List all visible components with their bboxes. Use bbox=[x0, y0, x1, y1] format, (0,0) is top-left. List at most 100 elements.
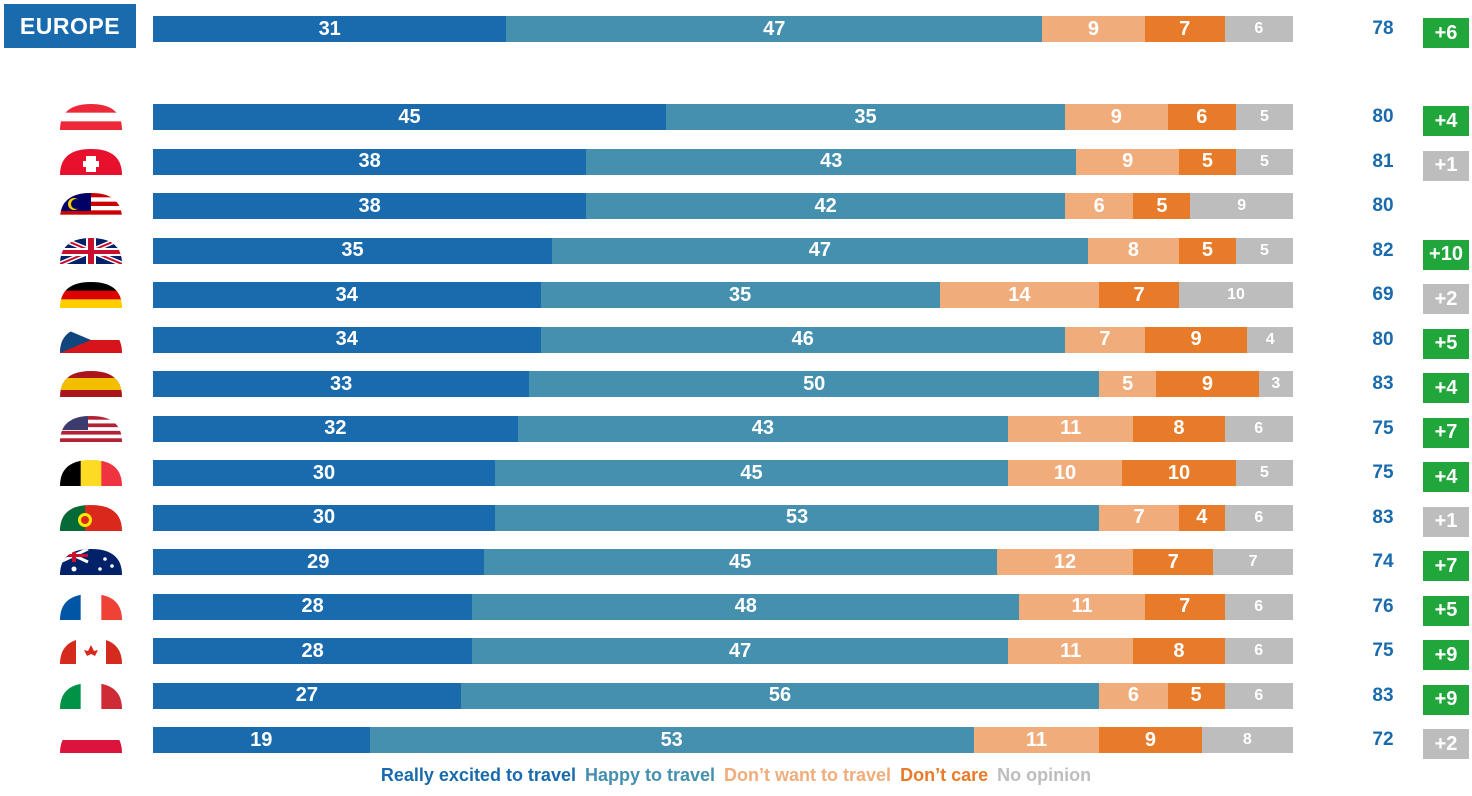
data-label: 6 bbox=[1254, 597, 1264, 615]
data-label: 10 bbox=[1167, 461, 1191, 484]
bar-segment-no-opinion: 5 bbox=[1235, 148, 1293, 175]
legend-dont-want: Don’t want to travel bbox=[724, 765, 892, 785]
data-label: 43 bbox=[751, 417, 775, 439]
country-bar: 35 47 8 5 5 bbox=[153, 237, 1293, 264]
country-bar: 32 43 11 8 6 bbox=[153, 415, 1293, 442]
country-bar: 34 46 7 9 4 bbox=[153, 326, 1293, 353]
change-badge: +1 bbox=[1423, 150, 1469, 181]
change-badge: +4 bbox=[1423, 373, 1469, 403]
data-label: 19 bbox=[250, 728, 273, 751]
data-label: 5 bbox=[1190, 684, 1202, 706]
bar-segment-dont-want: 9 bbox=[1042, 16, 1145, 42]
bar-segment-dont-care: 5 bbox=[1167, 682, 1225, 709]
malaysia-flag-icon bbox=[60, 193, 122, 219]
data-label: 27 bbox=[295, 684, 319, 706]
total-value: 80 bbox=[1372, 106, 1394, 127]
data-label: 9 bbox=[1087, 17, 1100, 40]
data-label: 6 bbox=[1254, 642, 1264, 659]
bar-segment-no-opinion: 8 bbox=[1201, 727, 1293, 753]
bar-segment-dont-care: 7 bbox=[1144, 593, 1225, 620]
data-label: 10 bbox=[1227, 286, 1245, 303]
bar-segment-happy: 45 bbox=[495, 460, 1008, 486]
usa-flag-icon bbox=[60, 415, 122, 442]
change-badge: +4 bbox=[1423, 106, 1469, 136]
total-value: 76 bbox=[1372, 595, 1394, 617]
data-label: 7 bbox=[1179, 595, 1191, 617]
total-value: 69 bbox=[1372, 284, 1394, 305]
bar-segment-dont-want: 8 bbox=[1087, 237, 1179, 264]
bar-segment-dont-care: 6 bbox=[1167, 104, 1236, 130]
legend-no-opinion: No opinion bbox=[997, 765, 1092, 785]
bar-segment-happy: 35 bbox=[666, 104, 1065, 130]
data-label: 11 bbox=[1060, 639, 1082, 662]
data-label: 9 bbox=[1201, 372, 1214, 395]
data-label: 53 bbox=[785, 506, 809, 528]
total-value: 75 bbox=[1372, 417, 1394, 439]
data-label: 8 bbox=[1173, 417, 1185, 439]
legend: Really excited to travel Happy to travel… bbox=[0, 765, 1472, 786]
data-label: 5 bbox=[1201, 239, 1214, 261]
belgium-flag-icon bbox=[60, 460, 122, 486]
bar-segment-happy: 43 bbox=[517, 415, 1008, 442]
data-label: 9 bbox=[1237, 197, 1247, 214]
bar-segment-dont-want: 11 bbox=[1007, 415, 1134, 442]
bar-segment-dont-want: 9 bbox=[1076, 148, 1179, 175]
country-bar: 30 45 10 10 5 bbox=[153, 460, 1293, 486]
bar-segment-happy: 42 bbox=[586, 193, 1065, 219]
data-label: 34 bbox=[335, 328, 358, 350]
change-badge: +9 bbox=[1423, 640, 1469, 670]
data-label: 50 bbox=[803, 372, 826, 395]
data-label: 53 bbox=[660, 728, 683, 751]
bar-segment-happy: 35 bbox=[540, 282, 940, 308]
data-label: 45 bbox=[398, 105, 421, 128]
data-label: 30 bbox=[312, 461, 336, 484]
data-label: 7 bbox=[1133, 283, 1145, 306]
france-flag-icon bbox=[60, 593, 122, 620]
austria-flag-icon bbox=[60, 104, 122, 130]
total-value: 75 bbox=[1372, 462, 1394, 483]
country-bar: 30 53 7 4 6 bbox=[153, 504, 1293, 531]
data-label: 3 bbox=[1271, 375, 1281, 392]
country-bar: 19 53 11 9 8 bbox=[153, 727, 1293, 753]
change-badge: +1 bbox=[1423, 506, 1469, 537]
data-label: 11 bbox=[1025, 728, 1048, 751]
total-value: 83 bbox=[1372, 373, 1394, 394]
data-label: 30 bbox=[312, 506, 336, 528]
bar-segment-really-excited: 38 bbox=[153, 148, 587, 175]
bar-segment-no-opinion: 6 bbox=[1224, 638, 1293, 664]
data-label: 42 bbox=[814, 194, 837, 217]
bar-segment-happy: 43 bbox=[586, 148, 1077, 175]
data-label: 35 bbox=[728, 283, 752, 306]
data-label: 48 bbox=[734, 595, 757, 617]
czechia-flag-icon bbox=[60, 326, 122, 353]
bar-segment-really-excited: 29 bbox=[153, 549, 484, 575]
legend-happy: Happy to travel bbox=[584, 765, 716, 785]
bar-segment-dont-care: 5 bbox=[1133, 193, 1191, 219]
poland-flag-icon bbox=[60, 727, 122, 753]
data-label: 33 bbox=[329, 372, 353, 395]
bar-segment-really-excited: 27 bbox=[153, 682, 461, 709]
data-label: 35 bbox=[854, 105, 877, 128]
europe-bar: 31 47 9 7 6 bbox=[153, 16, 1293, 42]
data-label: 8 bbox=[1242, 731, 1252, 748]
total-value: 80 bbox=[1372, 328, 1394, 350]
europe-label: EUROPE bbox=[4, 4, 136, 48]
data-label: 8 bbox=[1173, 639, 1185, 662]
bar-segment-dont-care: 7 bbox=[1133, 549, 1214, 575]
bar-segment-happy: 47 bbox=[552, 237, 1088, 264]
change-badge: +2 bbox=[1423, 729, 1469, 759]
data-label: 6 bbox=[1254, 419, 1264, 437]
europe-change-badge: +6 bbox=[1423, 18, 1469, 48]
total-value: 83 bbox=[1372, 506, 1394, 528]
bar-segment-happy: 56 bbox=[460, 682, 1100, 709]
data-label: 29 bbox=[307, 550, 330, 573]
change-badge: +5 bbox=[1423, 328, 1469, 359]
bar-segment-dont-want: 11 bbox=[1007, 638, 1134, 664]
data-label: 5 bbox=[1201, 150, 1214, 172]
legend-dont-care: Don’t care bbox=[900, 765, 989, 785]
data-label: 4 bbox=[1265, 330, 1275, 348]
data-label: 9 bbox=[1110, 105, 1122, 128]
switzerland-flag-icon bbox=[60, 148, 122, 175]
total-value: 81 bbox=[1372, 150, 1394, 172]
bar-segment-dont-care: 5 bbox=[1178, 237, 1236, 264]
